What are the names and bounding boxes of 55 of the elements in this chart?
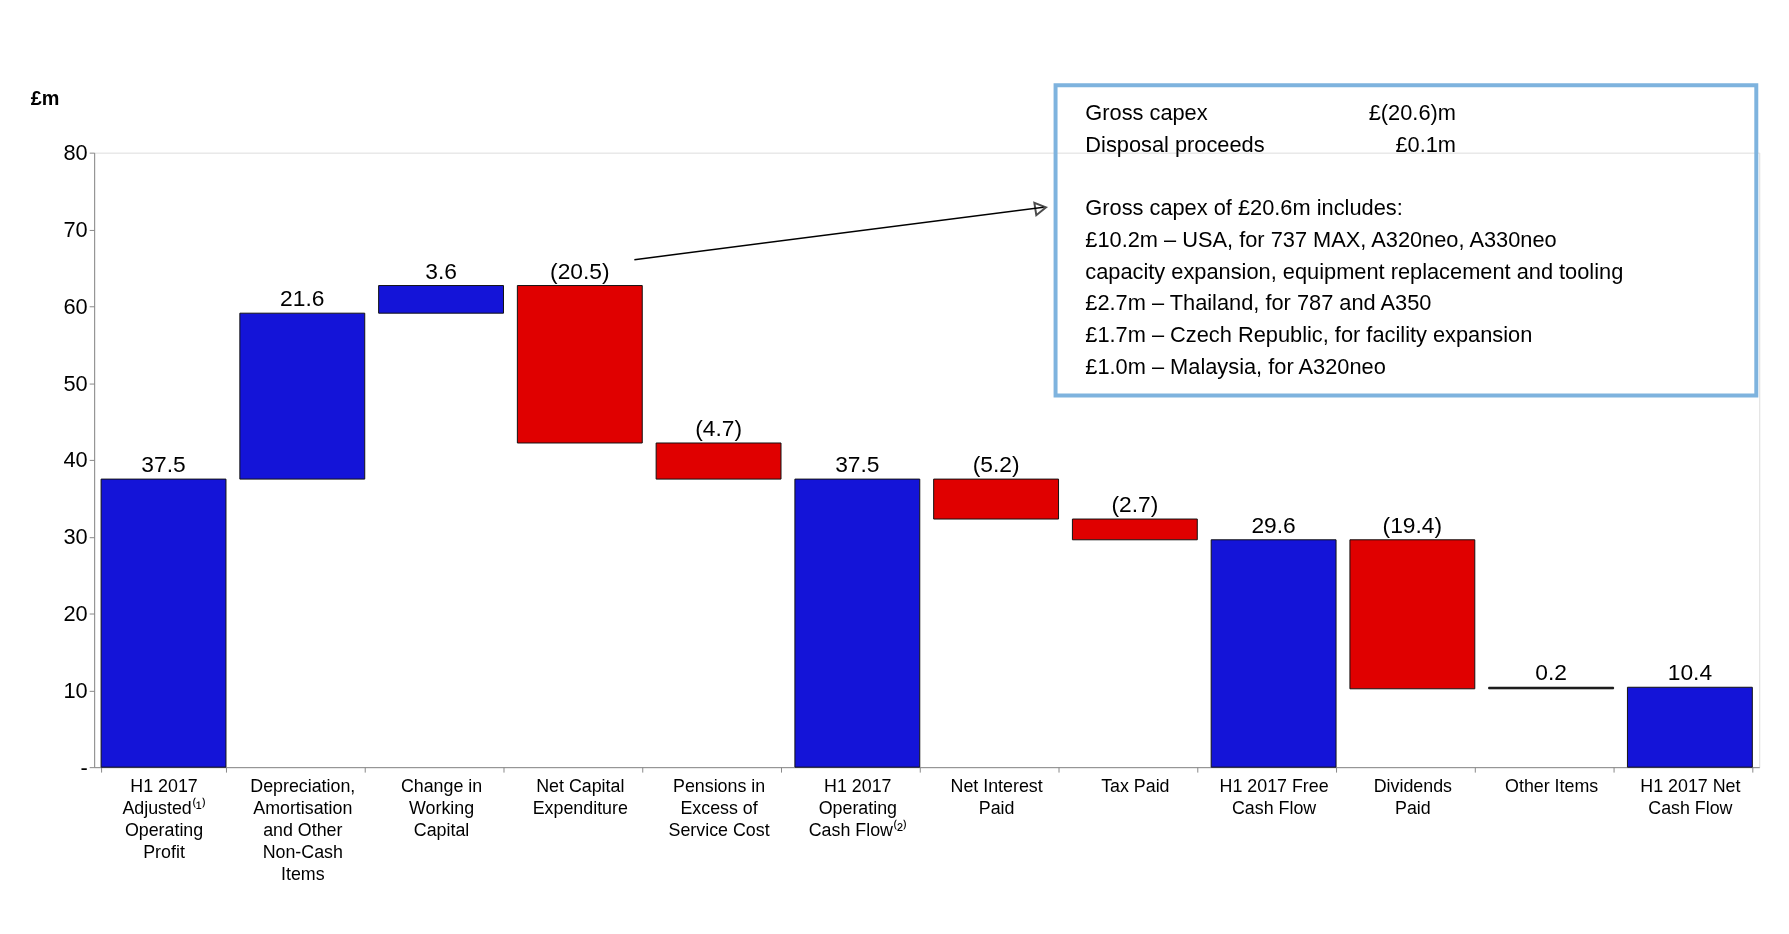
text: Gross capex — [1085, 99, 1208, 125]
bar — [655, 442, 782, 480]
data-label: 10.4 — [1667, 659, 1713, 686]
y-tick-label: 10 — [63, 677, 88, 703]
data-label: 37.5 — [141, 451, 186, 478]
data-label: 29.6 — [1251, 511, 1296, 538]
data-label: (2.7) — [1111, 491, 1159, 518]
y-tick-label: 50 — [63, 370, 88, 396]
bar — [378, 285, 504, 314]
annotation: £2.7m – Thailand, for 787 and A350 — [1085, 290, 1432, 316]
data-label: (20.5) — [550, 257, 610, 284]
x-tick-label: H1 2017 Operating Cash Flow⁽²⁾ — [808, 776, 907, 841]
bar — [933, 478, 1060, 520]
annotation: £1.7m – Czech Republic, for facility expansion — [1085, 321, 1533, 347]
x-tick-label: Depreciation, Amortisation and Other Non-Cash Items — [250, 776, 356, 884]
y-axis-title: £m — [30, 86, 60, 109]
annotation: capacity expansion, equipment replacement and tooling — [1085, 258, 1624, 284]
text: £(20.6)m — [1368, 99, 1456, 125]
bar — [1349, 539, 1476, 690]
bar — [239, 312, 366, 480]
bar — [1626, 686, 1753, 768]
x-tick-label: H1 2017 Free Cash Flow — [1219, 776, 1329, 819]
data-label: 37.5 — [835, 451, 880, 478]
y-tick-label: - — [80, 754, 88, 780]
y-tick-label: 60 — [63, 293, 88, 319]
x-tick-label: Net Capital Expenditure — [532, 776, 628, 819]
x-tick-label: H1 2017 Net Cash Flow — [1640, 776, 1741, 819]
bar — [100, 478, 227, 768]
x-tick-label: Other Items — [1505, 776, 1599, 797]
x-tick-label: Change in Working Capital — [400, 776, 483, 841]
annotation: £10.2m – USA, for 737 MAX, A320neo, A330neo — [1085, 226, 1557, 252]
y-tick-label: 80 — [63, 140, 88, 166]
x-tick-label: Dividends Paid — [1373, 776, 1453, 819]
x-tick-label: H1 2017 Adjusted⁽¹⁾ Operating Profit — [122, 776, 206, 862]
data-label: (19.4) — [1382, 511, 1443, 538]
bar — [794, 478, 921, 768]
annotation: Disposal proceeds — [1085, 131, 1265, 157]
data-label: (5.2) — [972, 451, 1020, 478]
x-tick-label: Pensions in Excess of Service Cost — [668, 776, 770, 841]
bar — [1210, 539, 1337, 768]
y-tick-label: 20 — [63, 600, 88, 626]
bar — [1071, 518, 1198, 541]
annotation: £1.0m – Malaysia, for A320neo — [1085, 353, 1386, 379]
y-tick-label: 40 — [63, 447, 88, 473]
data-label: 3.6 — [425, 257, 457, 284]
x-tick-label: Net Interest Paid — [950, 776, 1043, 819]
annotation: Gross capex of £20.6m includes: — [1085, 195, 1403, 221]
annotation: £0.1m — [1395, 131, 1456, 157]
x-tick-label: Tax Paid — [1101, 776, 1170, 797]
data-label: 21.6 — [280, 285, 325, 312]
data-label: (4.7) — [695, 415, 742, 442]
y-tick-label: 30 — [63, 524, 88, 550]
bar — [516, 285, 643, 444]
data-label: 0.2 — [1535, 659, 1567, 686]
y-tick-label: 70 — [63, 216, 88, 242]
